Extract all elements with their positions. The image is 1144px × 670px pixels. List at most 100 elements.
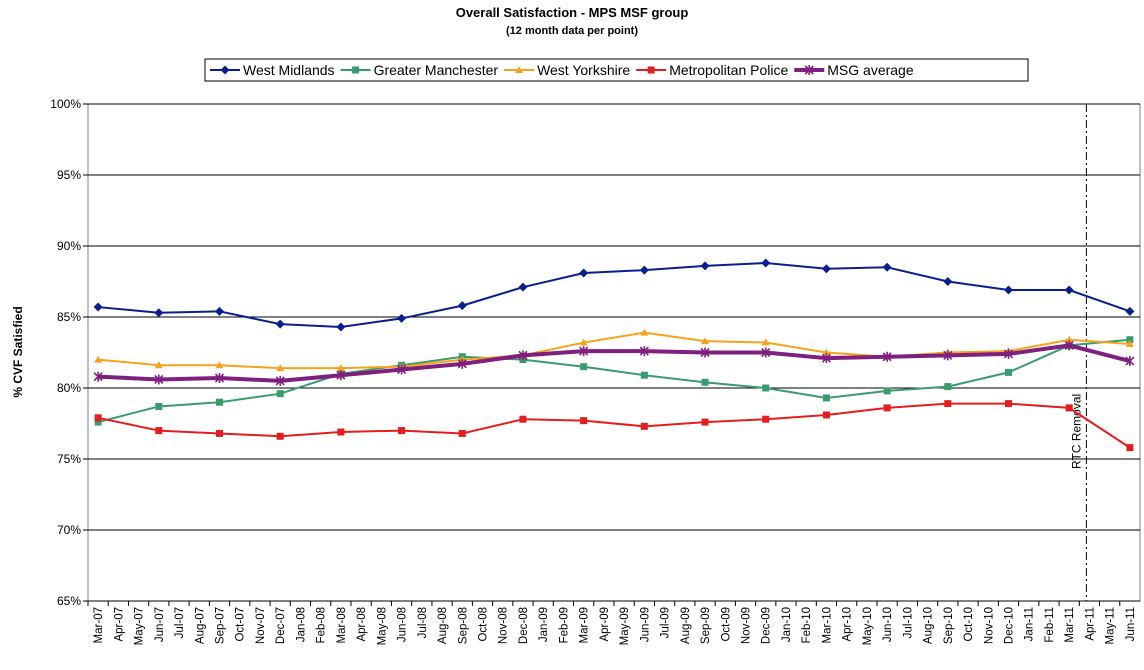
data-point (943, 350, 953, 361)
y-tick-label: 75% (57, 452, 81, 466)
x-tick-label: Jan-09 (538, 607, 550, 642)
data-point (579, 268, 589, 278)
data-point (216, 398, 223, 406)
data-point (639, 265, 649, 275)
x-tick-label: Apr-10 (842, 607, 854, 642)
series-line (98, 262, 1131, 328)
data-point (580, 363, 588, 371)
x-tick-label: May-11 (1105, 607, 1117, 645)
data-point (700, 261, 710, 271)
data-point (821, 353, 831, 364)
data-point (337, 428, 345, 436)
x-tick-label: Oct-10 (963, 607, 975, 642)
data-point (154, 374, 164, 385)
data-point (93, 302, 103, 312)
legend-marker (647, 66, 655, 74)
data-point (276, 432, 284, 440)
chart-title: Overall Satisfaction - MPS MSF group (456, 5, 689, 20)
data-point (215, 361, 224, 369)
legend-label: Greater Manchester (374, 62, 499, 78)
legend-label: West Midlands (243, 62, 335, 78)
data-point (216, 429, 223, 437)
x-tick-label: Mar-11 (1064, 607, 1076, 643)
data-point (275, 319, 285, 329)
x-tick-label: Dec-08 (518, 607, 530, 644)
data-point (579, 346, 589, 357)
data-point (94, 414, 102, 422)
x-tick-label: May-10 (862, 607, 874, 645)
x-tick-label: Nov-08 (498, 607, 510, 644)
x-tick-label: Mar-08 (336, 607, 348, 643)
x-tick-label: Aug-09 (680, 607, 692, 644)
y-tick-label: 90% (57, 239, 81, 253)
x-tick-label: Jul-10 (902, 607, 914, 638)
data-point (761, 258, 771, 268)
data-point (1126, 444, 1134, 452)
data-point (275, 375, 285, 386)
data-point (700, 347, 710, 358)
legend-label: Metropolitan Police (669, 62, 788, 78)
x-tick-label: Apr-11 (1084, 607, 1096, 641)
data-point (822, 348, 831, 356)
legend-label: MSG average (827, 62, 914, 78)
x-tick-label: Dec-10 (1004, 607, 1016, 644)
x-tick-label: Jul-08 (417, 607, 429, 638)
chart-subtitle: (12 month data per point) (506, 25, 638, 37)
x-tick-label: Mar-07 (93, 607, 105, 643)
data-point (336, 322, 346, 332)
data-point (943, 277, 953, 286)
x-tick-label: Jan-11 (1024, 607, 1036, 641)
x-tick-label: Feb-08 (316, 607, 328, 643)
data-point (94, 355, 103, 363)
legend-box (204, 58, 1029, 82)
x-tick-label: Apr-09 (599, 607, 611, 642)
data-point (640, 371, 648, 379)
x-tick-label: Jun-09 (639, 607, 651, 642)
legend-label: West Yorkshire (537, 62, 630, 78)
x-tick-label: Jun-08 (397, 607, 409, 642)
data-point (1125, 339, 1134, 347)
data-point (579, 338, 588, 346)
data-point (882, 351, 892, 362)
x-tick-label: Dec-09 (761, 607, 773, 644)
data-point (336, 364, 345, 372)
data-point (580, 417, 588, 425)
data-point (1005, 368, 1012, 376)
data-point (154, 361, 163, 369)
series-line (97, 402, 1131, 449)
data-point (701, 378, 709, 386)
legend-marker (515, 66, 524, 73)
x-tick-label: Jun-10 (882, 607, 894, 642)
legend-marker (220, 65, 230, 75)
data-point (761, 347, 771, 358)
data-point (821, 264, 831, 274)
annotation: RTC Removal (1069, 394, 1083, 469)
data-point (1064, 340, 1074, 351)
data-point (1005, 400, 1012, 408)
x-tick-label: Jun-07 (154, 607, 166, 642)
x-tick-label: Oct-08 (478, 607, 490, 642)
data-point (519, 415, 527, 423)
y-tick-label: 80% (57, 381, 81, 395)
data-point (1065, 404, 1073, 412)
data-point (761, 338, 770, 346)
data-point (276, 364, 285, 372)
x-tick-label: Jul-07 (174, 607, 186, 638)
x-tick-label: Sep-08 (457, 607, 469, 644)
data-point (1003, 348, 1014, 359)
x-tick-label: Sep-07 (215, 607, 227, 644)
x-tick-label: Jan-10 (781, 607, 793, 642)
data-point (701, 337, 710, 345)
y-tick-label: 95% (57, 168, 81, 182)
data-point (882, 262, 892, 272)
data-point (276, 390, 284, 398)
x-tick-label: Aug-08 (437, 607, 449, 644)
series-line (97, 338, 1130, 424)
data-point (1004, 285, 1013, 295)
x-tick-label: Apr-07 (113, 607, 125, 642)
data-point (701, 418, 709, 426)
x-tick-label: Mar-10 (821, 607, 833, 643)
x-tick-label: May-08 (376, 607, 388, 645)
x-tick-label: Apr-08 (356, 607, 368, 642)
